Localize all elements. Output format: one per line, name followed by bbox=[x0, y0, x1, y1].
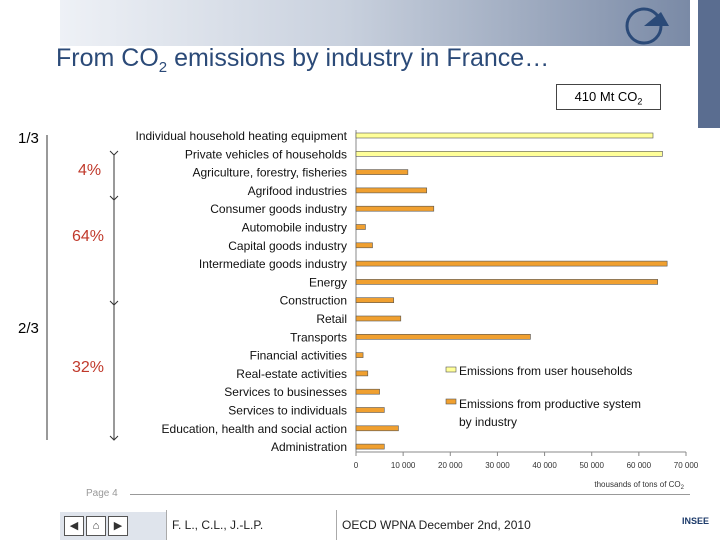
bar-productive bbox=[355, 224, 366, 230]
category-label: Real-estate activities bbox=[236, 367, 347, 381]
total-emissions-box: 410 Mt CO2 bbox=[556, 84, 661, 110]
category-label: Individual household heating equipment bbox=[136, 129, 348, 143]
category-label: Automobile industry bbox=[242, 221, 347, 235]
bar-productive bbox=[355, 187, 428, 194]
legend-label: Emissions from user households bbox=[459, 364, 632, 378]
pct-services: 32% bbox=[72, 359, 105, 376]
bar-productive bbox=[355, 169, 409, 175]
label-two-thirds: 2/3 bbox=[18, 320, 39, 337]
bar-productive bbox=[355, 242, 373, 249]
pct-agriculture: 4% bbox=[78, 162, 102, 179]
footer-separator bbox=[336, 510, 337, 540]
bar-productive bbox=[355, 333, 531, 340]
bar-productive bbox=[355, 352, 364, 358]
page-title: From CO2 emissions by industry in France… bbox=[56, 44, 550, 76]
category-label: Consumer goods industry bbox=[210, 202, 347, 216]
x-tick-label: 10 000 bbox=[391, 461, 416, 470]
bar-household bbox=[355, 132, 654, 139]
category-label: Agrifood industries bbox=[248, 184, 347, 198]
bar-productive bbox=[355, 443, 385, 450]
legend-swatch bbox=[445, 366, 457, 373]
category-label: Administration bbox=[271, 440, 347, 454]
bracket-tick bbox=[109, 150, 119, 156]
bar-productive bbox=[355, 260, 668, 267]
category-label: Energy bbox=[309, 275, 347, 289]
category-label: Capital goods industry bbox=[228, 239, 347, 253]
legend-swatch bbox=[445, 398, 457, 405]
x-tick-label: 30 000 bbox=[485, 461, 510, 470]
x-tick-label: 20 000 bbox=[438, 461, 463, 470]
next-slide-icon[interactable]: ▶ bbox=[108, 516, 128, 536]
category-label: Services to businesses bbox=[224, 385, 347, 399]
right-decor-strip bbox=[698, 0, 720, 128]
category-label: Agriculture, forestry, fisheries bbox=[193, 166, 348, 180]
bar-productive bbox=[355, 388, 380, 395]
category-label: Education, health and social action bbox=[162, 422, 347, 436]
x-tick-label: 60 000 bbox=[627, 461, 652, 470]
bracket-tick bbox=[109, 300, 119, 306]
footer-conference: OECD WPNA December 2nd, 2010 bbox=[342, 518, 531, 532]
prev-slide-icon[interactable]: ◀ bbox=[64, 516, 84, 536]
category-label: Construction bbox=[280, 294, 347, 308]
legend-label: Emissions from productive system by indus… bbox=[459, 397, 641, 429]
pct-industry: 64% bbox=[72, 228, 105, 245]
bar-productive bbox=[355, 315, 402, 322]
category-label: Financial activities bbox=[250, 349, 347, 363]
bar-productive bbox=[355, 205, 435, 212]
insee-logo: INSEE bbox=[682, 516, 710, 526]
header-band bbox=[60, 0, 690, 46]
bar-household bbox=[355, 151, 663, 157]
x-axis-label: thousands of tons of CO2 bbox=[594, 480, 684, 491]
x-tick-label: 0 bbox=[354, 461, 359, 470]
category-label: Retail bbox=[316, 312, 347, 326]
x-tick-label: 70 000 bbox=[674, 461, 699, 470]
slide-navigation: ◀ ⌂ ▶ bbox=[64, 516, 130, 536]
bar-productive bbox=[355, 297, 395, 304]
bar-productive bbox=[355, 407, 385, 413]
logo-icon bbox=[625, 7, 669, 45]
footer-separator bbox=[166, 510, 167, 540]
footer-authors: F. L., C.L., J.-L.P. bbox=[172, 518, 264, 532]
home-icon[interactable]: ⌂ bbox=[86, 516, 106, 536]
bracket-tick bbox=[109, 195, 119, 201]
category-label: Private vehicles of households bbox=[185, 147, 347, 161]
page-number: Page 4 bbox=[86, 488, 118, 499]
bracket-tick bbox=[109, 435, 119, 441]
footer-divider bbox=[130, 494, 690, 495]
x-tick-label: 50 000 bbox=[579, 461, 604, 470]
bar-productive bbox=[355, 279, 659, 285]
bar-productive bbox=[355, 370, 369, 377]
category-label: Services to individuals bbox=[228, 404, 347, 418]
label-one-third: 1/3 bbox=[18, 130, 39, 147]
category-label: Transports bbox=[290, 330, 347, 344]
x-tick-label: 40 000 bbox=[532, 461, 557, 470]
bar-productive bbox=[355, 425, 399, 432]
category-label: Intermediate goods industry bbox=[199, 257, 347, 271]
